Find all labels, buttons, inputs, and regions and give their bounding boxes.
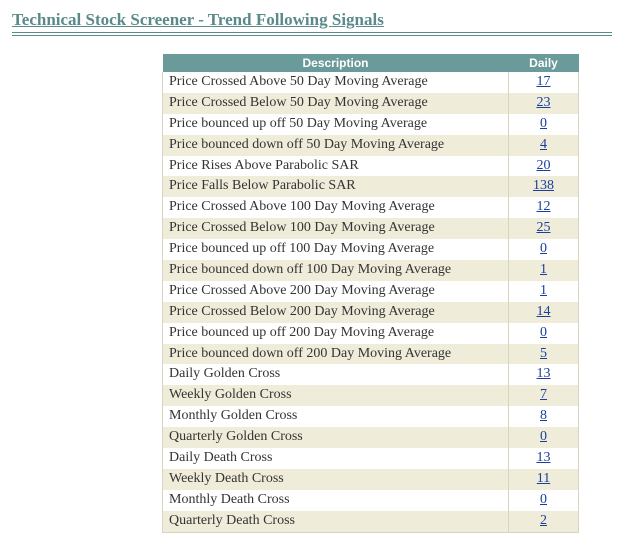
table-row: Price Crossed Above 50 Day Moving Averag…	[163, 72, 579, 93]
signal-daily-cell: 0	[509, 490, 579, 511]
table-row: Weekly Golden Cross 7	[163, 385, 579, 406]
signal-daily-link[interactable]: 2	[540, 513, 547, 528]
signal-daily-cell: 0	[509, 427, 579, 448]
signal-daily-cell: 1	[509, 281, 579, 302]
signal-description: Price Rises Above Parabolic SAR	[163, 156, 509, 177]
signal-description: Price Crossed Below 200 Day Moving Avera…	[163, 302, 509, 323]
signal-daily-cell: 5	[509, 344, 579, 365]
signal-daily-cell: 0	[509, 323, 579, 344]
table-row: Monthly Golden Cross 8	[163, 406, 579, 427]
signal-daily-cell: 12	[509, 197, 579, 218]
signal-description: Monthly Death Cross	[163, 490, 509, 511]
signal-daily-link[interactable]: 0	[540, 241, 547, 256]
signal-daily-cell: 17	[509, 72, 579, 93]
signal-description: Daily Golden Cross	[163, 364, 509, 385]
table-row: Price bounced up off 50 Day Moving Avera…	[163, 114, 579, 135]
signal-daily-link[interactable]: 13	[537, 450, 551, 465]
signal-daily-cell: 7	[509, 385, 579, 406]
table-row: Price Crossed Below 100 Day Moving Avera…	[163, 218, 579, 239]
signal-description: Price Crossed Above 50 Day Moving Averag…	[163, 72, 509, 93]
signal-daily-link[interactable]: 23	[537, 95, 551, 110]
signal-daily-cell: 0	[509, 114, 579, 135]
signal-daily-link[interactable]: 8	[540, 408, 547, 423]
table-row: Price Crossed Above 100 Day Moving Avera…	[163, 197, 579, 218]
col-header-description: Description	[163, 54, 509, 72]
signal-description: Price Crossed Above 200 Day Moving Avera…	[163, 281, 509, 302]
signal-daily-link[interactable]: 138	[533, 178, 554, 193]
signal-daily-link[interactable]: 0	[540, 492, 547, 507]
table-row: Price bounced down off 200 Day Moving Av…	[163, 344, 579, 365]
table-row: Monthly Death Cross 0	[163, 490, 579, 511]
signal-daily-link[interactable]: 0	[540, 429, 547, 444]
signal-daily-link[interactable]: 0	[540, 116, 547, 131]
table-row: Daily Golden Cross 13	[163, 364, 579, 385]
signal-description: Monthly Golden Cross	[163, 406, 509, 427]
signal-daily-link[interactable]: 20	[537, 158, 551, 173]
signal-description: Price bounced up off 200 Day Moving Aver…	[163, 323, 509, 344]
signal-description: Price Crossed Below 50 Day Moving Averag…	[163, 93, 509, 114]
signal-daily-cell: 138	[509, 176, 579, 197]
signals-table-wrap: Description Daily Price Crossed Above 50…	[162, 54, 612, 533]
signal-description: Quarterly Golden Cross	[163, 427, 509, 448]
signal-daily-link[interactable]: 7	[540, 387, 547, 402]
signal-daily-cell: 13	[509, 448, 579, 469]
signal-daily-cell: 23	[509, 93, 579, 114]
col-header-daily: Daily	[509, 54, 579, 72]
table-row: Price Falls Below Parabolic SAR 138	[163, 176, 579, 197]
table-row: Quarterly Death Cross 2	[163, 511, 579, 532]
table-row: Price bounced up off 200 Day Moving Aver…	[163, 323, 579, 344]
signal-daily-link[interactable]: 13	[537, 366, 551, 381]
signal-description: Price bounced down off 200 Day Moving Av…	[163, 344, 509, 365]
signal-description: Price Crossed Above 100 Day Moving Avera…	[163, 197, 509, 218]
table-row: Price bounced up off 100 Day Moving Aver…	[163, 239, 579, 260]
table-row: Daily Death Cross 13	[163, 448, 579, 469]
signal-daily-link[interactable]: 0	[540, 325, 547, 340]
signal-daily-link[interactable]: 14	[537, 304, 551, 319]
signal-daily-cell: 8	[509, 406, 579, 427]
signal-description: Price bounced up off 100 Day Moving Aver…	[163, 239, 509, 260]
table-row: Quarterly Golden Cross 0	[163, 427, 579, 448]
signal-daily-link[interactable]: 11	[537, 471, 550, 486]
signal-description: Weekly Golden Cross	[163, 385, 509, 406]
signal-daily-link[interactable]: 12	[537, 199, 551, 214]
signal-description: Daily Death Cross	[163, 448, 509, 469]
signal-daily-link[interactable]: 1	[540, 283, 547, 298]
signal-daily-link[interactable]: 1	[540, 262, 547, 277]
signal-description: Weekly Death Cross	[163, 469, 509, 490]
signal-daily-link[interactable]: 4	[540, 137, 547, 152]
signal-daily-link[interactable]: 17	[537, 74, 551, 89]
table-row: Price Crossed Below 200 Day Moving Avera…	[163, 302, 579, 323]
table-row: Price bounced down off 100 Day Moving Av…	[163, 260, 579, 281]
signal-daily-cell: 11	[509, 469, 579, 490]
table-row: Weekly Death Cross 11	[163, 469, 579, 490]
signal-description: Price Falls Below Parabolic SAR	[163, 176, 509, 197]
table-row: Price Crossed Below 50 Day Moving Averag…	[163, 93, 579, 114]
signal-daily-link[interactable]: 25	[537, 220, 551, 235]
page-title: Technical Stock Screener - Trend Followi…	[12, 10, 612, 30]
signal-daily-link[interactable]: 5	[540, 346, 547, 361]
signal-description: Price bounced down off 100 Day Moving Av…	[163, 260, 509, 281]
table-row: Price bounced down off 50 Day Moving Ave…	[163, 135, 579, 156]
signal-daily-cell: 1	[509, 260, 579, 281]
signal-daily-cell: 14	[509, 302, 579, 323]
signal-daily-cell: 2	[509, 511, 579, 532]
signals-table: Description Daily Price Crossed Above 50…	[162, 54, 579, 533]
table-row: Price Crossed Above 200 Day Moving Avera…	[163, 281, 579, 302]
table-row: Price Rises Above Parabolic SAR 20	[163, 156, 579, 177]
signal-daily-cell: 25	[509, 218, 579, 239]
signal-description: Price Crossed Below 100 Day Moving Avera…	[163, 218, 509, 239]
signal-description: Price bounced up off 50 Day Moving Avera…	[163, 114, 509, 135]
signal-daily-cell: 20	[509, 156, 579, 177]
signal-description: Price bounced down off 50 Day Moving Ave…	[163, 135, 509, 156]
signal-daily-cell: 0	[509, 239, 579, 260]
signal-daily-cell: 13	[509, 364, 579, 385]
title-divider	[12, 32, 612, 36]
signal-description: Quarterly Death Cross	[163, 511, 509, 532]
signal-daily-cell: 4	[509, 135, 579, 156]
